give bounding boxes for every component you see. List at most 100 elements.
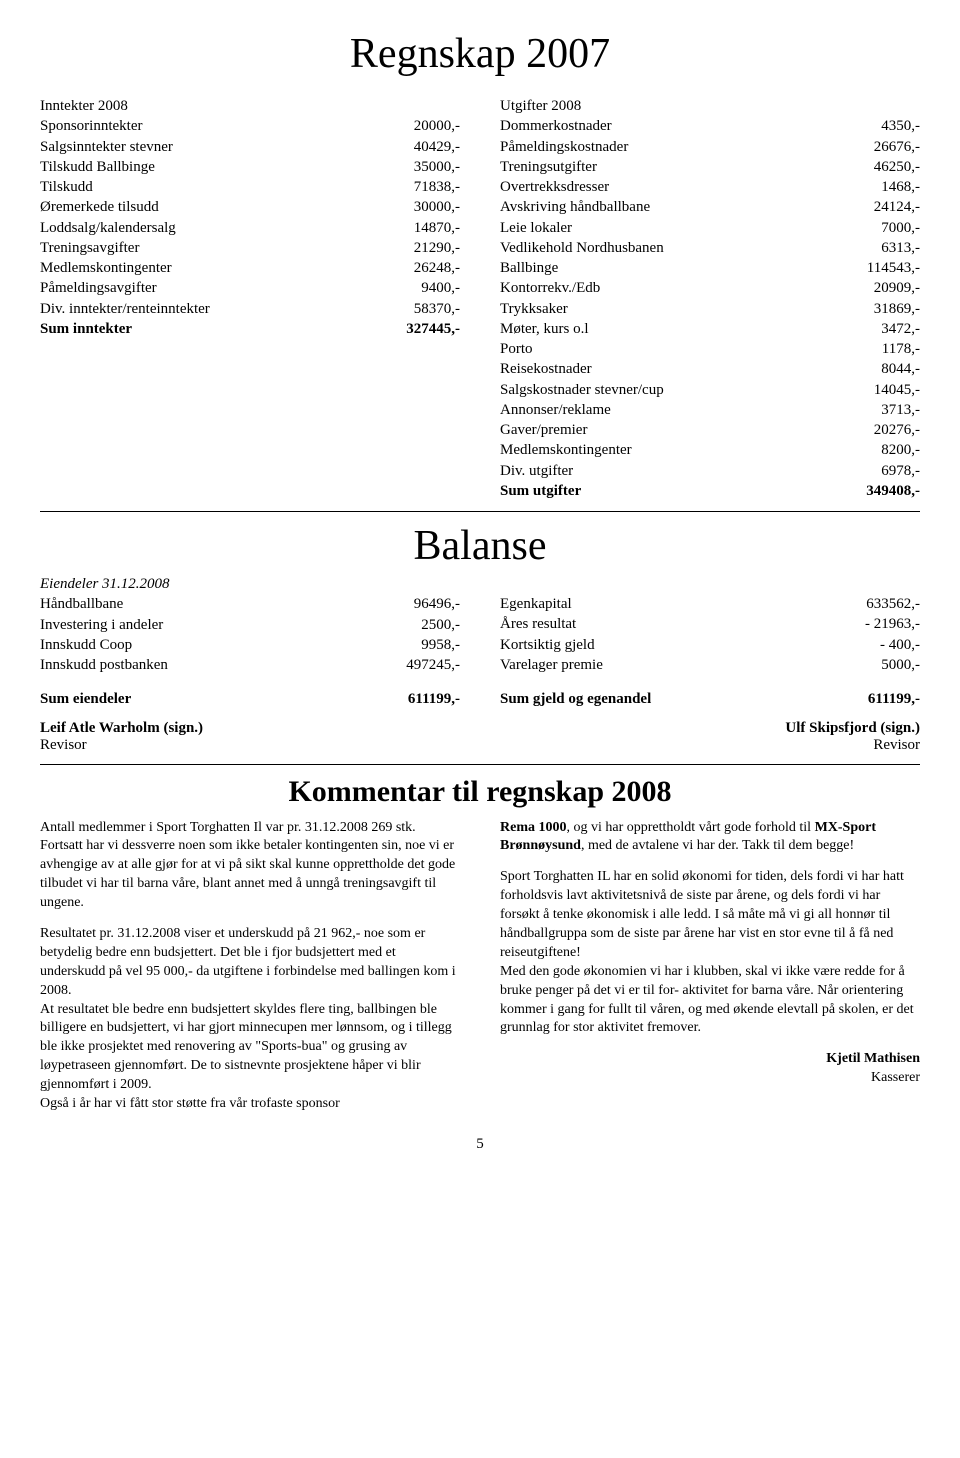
eiendeler-row: Innskudd postbanken497245,- — [40, 655, 460, 675]
inntekter-row: Treningsavgifter21290,- — [40, 238, 460, 258]
gjeld-row-label: Egenkapital — [500, 594, 856, 614]
utgifter-row: Vedlikehold Nordhusbanen6313,- — [500, 238, 920, 258]
eiendeler-row-value: 497245,- — [396, 655, 460, 675]
utgifter-row-value: 46250,- — [864, 157, 920, 177]
utgifter-row: Gaver/premier20276,- — [500, 420, 920, 440]
utgifter-row: Dommerkostnader4350,- — [500, 116, 920, 136]
gjeld-row-label: Varelager premie — [500, 655, 871, 675]
inntekter-row-label: Øremerkede tilsudd — [40, 197, 404, 217]
inntekter-row: Påmeldingsavgifter9400,- — [40, 278, 460, 298]
utgifter-row: Leie lokaler7000,- — [500, 218, 920, 238]
utgifter-row-value: 6313,- — [871, 238, 920, 258]
inntekter-row-label: Påmeldingsavgifter — [40, 278, 411, 298]
utgifter-row-value: 1468,- — [871, 177, 920, 197]
inntekter-row: Øremerkede tilsudd30000,- — [40, 197, 460, 217]
kommentar-para: Resultatet pr. 31.12.2008 viser et under… — [40, 925, 460, 1114]
kommentar-para: Sport Torghatten IL har en solid økonomi… — [500, 868, 920, 1038]
utgifter-row-label: Trykksaker — [500, 299, 864, 319]
gjeld-row: Kortsiktig gjeld- 400,- — [500, 635, 920, 655]
gjeld-row-value: - 400,- — [870, 635, 920, 655]
utgifter-row-value: 8044,- — [871, 359, 920, 379]
utgifter-row: Treningsutgifter46250,- — [500, 157, 920, 177]
kommentar-sign-name: Kjetil Mathisen — [500, 1050, 920, 1069]
utgifter-row: Trykksaker31869,- — [500, 299, 920, 319]
eiendeler-column: Eiendeler 31.12.2008 Håndballbane96496,-… — [40, 574, 460, 675]
utgifter-row: Møter, kurs o.l3472,- — [500, 319, 920, 339]
utgifter-row-value: 20909,- — [864, 278, 920, 298]
eiendeler-row-label: Innskudd Coop — [40, 635, 411, 655]
utgifter-row-label: Kontorrekv./Edb — [500, 278, 864, 298]
inntekter-row-label: Medlemskontingenter — [40, 258, 404, 278]
utgifter-row-label: Salgskostnader stevner/cup — [500, 380, 864, 400]
utgifter-row: Medlemskontingenter8200,- — [500, 440, 920, 460]
inntekter-row: Medlemskontingenter26248,- — [40, 258, 460, 278]
utgifter-row-label: Leie lokaler — [500, 218, 871, 238]
kommentar-para: Rema 1000, og vi har opprettholdt vårt g… — [500, 819, 920, 857]
utgifter-row: Annonser/reklame3713,- — [500, 400, 920, 420]
sum-eiendeler: Sum eiendeler 611199,- — [40, 689, 460, 709]
balanse-title: Balanse — [40, 522, 920, 570]
inntekter-heading: Inntekter 2008 — [40, 96, 460, 116]
inntekter-row: Loddsalg/kalendersalg14870,- — [40, 218, 460, 238]
inntekter-sum-label: Sum inntekter — [40, 319, 396, 339]
utgifter-row-label: Ballbinge — [500, 258, 857, 278]
sum-eiendeler-label: Sum eiendeler — [40, 689, 398, 709]
gjeld-row-value: - 21963,- — [855, 614, 920, 634]
page-number: 5 — [40, 1136, 920, 1153]
utgifter-column: Utgifter 2008 Dommerkostnader4350,-Påmel… — [500, 96, 920, 501]
kommentar-title: Kommentar til regnskap 2008 — [40, 775, 920, 809]
inntekter-row: Tilskudd71838,- — [40, 177, 460, 197]
gjeld-row-label: Kortsiktig gjeld — [500, 635, 870, 655]
utgifter-sum: Sum utgifter 349408,- — [500, 481, 920, 501]
inntekter-row-value: 9400,- — [411, 278, 460, 298]
eiendeler-row: Investering i andeler2500,- — [40, 615, 460, 635]
kommentar-right: Rema 1000, og vi har opprettholdt vårt g… — [500, 819, 920, 1126]
utgifter-row-value: 1178,- — [872, 339, 920, 359]
inntekter-row-value: 71838,- — [404, 177, 460, 197]
inntekter-row: Salgsinntekter stevner40429,- — [40, 137, 460, 157]
kommentar-para: Antall medlemmer i Sport Torghatten Il v… — [40, 819, 460, 913]
sum-gjeld-label: Sum gjeld og egenandel — [500, 689, 858, 709]
utgifter-row-label: Dommerkostnader — [500, 116, 871, 136]
inntekter-row-label: Loddsalg/kalendersalg — [40, 218, 404, 238]
inntekter-row: Sponsorinntekter20000,- — [40, 116, 460, 136]
inntekter-row-value: 26248,- — [404, 258, 460, 278]
inntekter-row-label: Tilskudd — [40, 177, 404, 197]
utgifter-row-label: Vedlikehold Nordhusbanen — [500, 238, 871, 258]
utgifter-heading: Utgifter 2008 — [500, 96, 920, 116]
utgifter-row-value: 7000,- — [871, 218, 920, 238]
inntekter-row-label: Sponsorinntekter — [40, 116, 404, 136]
utgifter-row-value: 6978,- — [871, 461, 920, 481]
inntekter-row-label: Tilskudd Ballbinge — [40, 157, 404, 177]
balanse-columns: Eiendeler 31.12.2008 Håndballbane96496,-… — [40, 574, 920, 675]
signatures: Leif Atle Warholm (sign.) Revisor Ulf Sk… — [40, 720, 920, 754]
inntekter-column: Inntekter 2008 Sponsorinntekter20000,-Sa… — [40, 96, 460, 501]
kommentar-sign-role: Kasserer — [500, 1069, 920, 1088]
sum-eiendeler-value: 611199,- — [398, 689, 460, 709]
kommentar-sign: Kjetil Mathisen Kasserer — [500, 1050, 920, 1088]
sign-right: Ulf Skipsfjord (sign.) Revisor — [785, 720, 920, 754]
utgifter-row-value: 3713,- — [871, 400, 920, 420]
gjeld-row: Egenkapital633562,- — [500, 594, 920, 614]
utgifter-row: Div. utgifter6978,- — [500, 461, 920, 481]
utgifter-row-value: 8200,- — [871, 440, 920, 460]
utgifter-row-label: Avskriving håndballbane — [500, 197, 864, 217]
inntekter-row: Tilskudd Ballbinge35000,- — [40, 157, 460, 177]
utgifter-row-label: Gaver/premier — [500, 420, 864, 440]
utgifter-row-label: Reisekostnader — [500, 359, 871, 379]
sign-right-name: Ulf Skipsfjord (sign.) — [785, 720, 920, 737]
utgifter-row-label: Overtrekksdresser — [500, 177, 871, 197]
gjeld-row-label: Åres resultat — [500, 614, 855, 634]
utgifter-row-value: 114543,- — [857, 258, 920, 278]
gjeld-row: Varelager premie5000,- — [500, 655, 920, 675]
gjeld-row-value: 633562,- — [856, 594, 920, 614]
utgifter-row: Avskriving håndballbane24124,- — [500, 197, 920, 217]
divider — [40, 764, 920, 765]
inntekter-row-value: 30000,- — [404, 197, 460, 217]
para-text: , og vi har opprettholdt vårt gode forho… — [567, 820, 815, 835]
utgifter-row: Reisekostnader8044,- — [500, 359, 920, 379]
inntekter-row-value: 21290,- — [404, 238, 460, 258]
gjeld-row-value: 5000,- — [871, 655, 920, 675]
utgifter-sum-label: Sum utgifter — [500, 481, 856, 501]
para-text: , med de avtalene vi har der. Takk til d… — [581, 838, 854, 853]
